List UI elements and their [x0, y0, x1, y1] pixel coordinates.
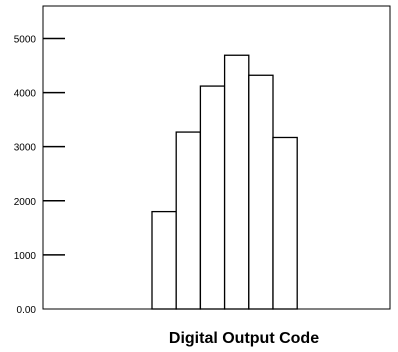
bar-series — [151, 54, 298, 310]
y-tick-label: 1000 — [14, 251, 37, 262]
y-tick-label: 2000 — [14, 197, 37, 208]
y-tick-label: 5000 — [14, 34, 37, 45]
histogram-bar — [175, 131, 202, 310]
y-axis-ticks: 0.00 1000 2000 3000 4000 5000 — [14, 34, 65, 316]
y-tick-label: 0.00 — [17, 305, 37, 316]
histogram-bar — [223, 54, 250, 310]
x-axis-label: Digital Output Code — [169, 330, 319, 347]
histogram-bar — [248, 74, 274, 310]
histogram-bar — [199, 85, 226, 310]
histogram-bar — [151, 210, 177, 310]
histogram-bar — [272, 136, 298, 310]
y-tick-label: 3000 — [14, 143, 37, 154]
y-tick-label: 4000 — [14, 89, 37, 100]
